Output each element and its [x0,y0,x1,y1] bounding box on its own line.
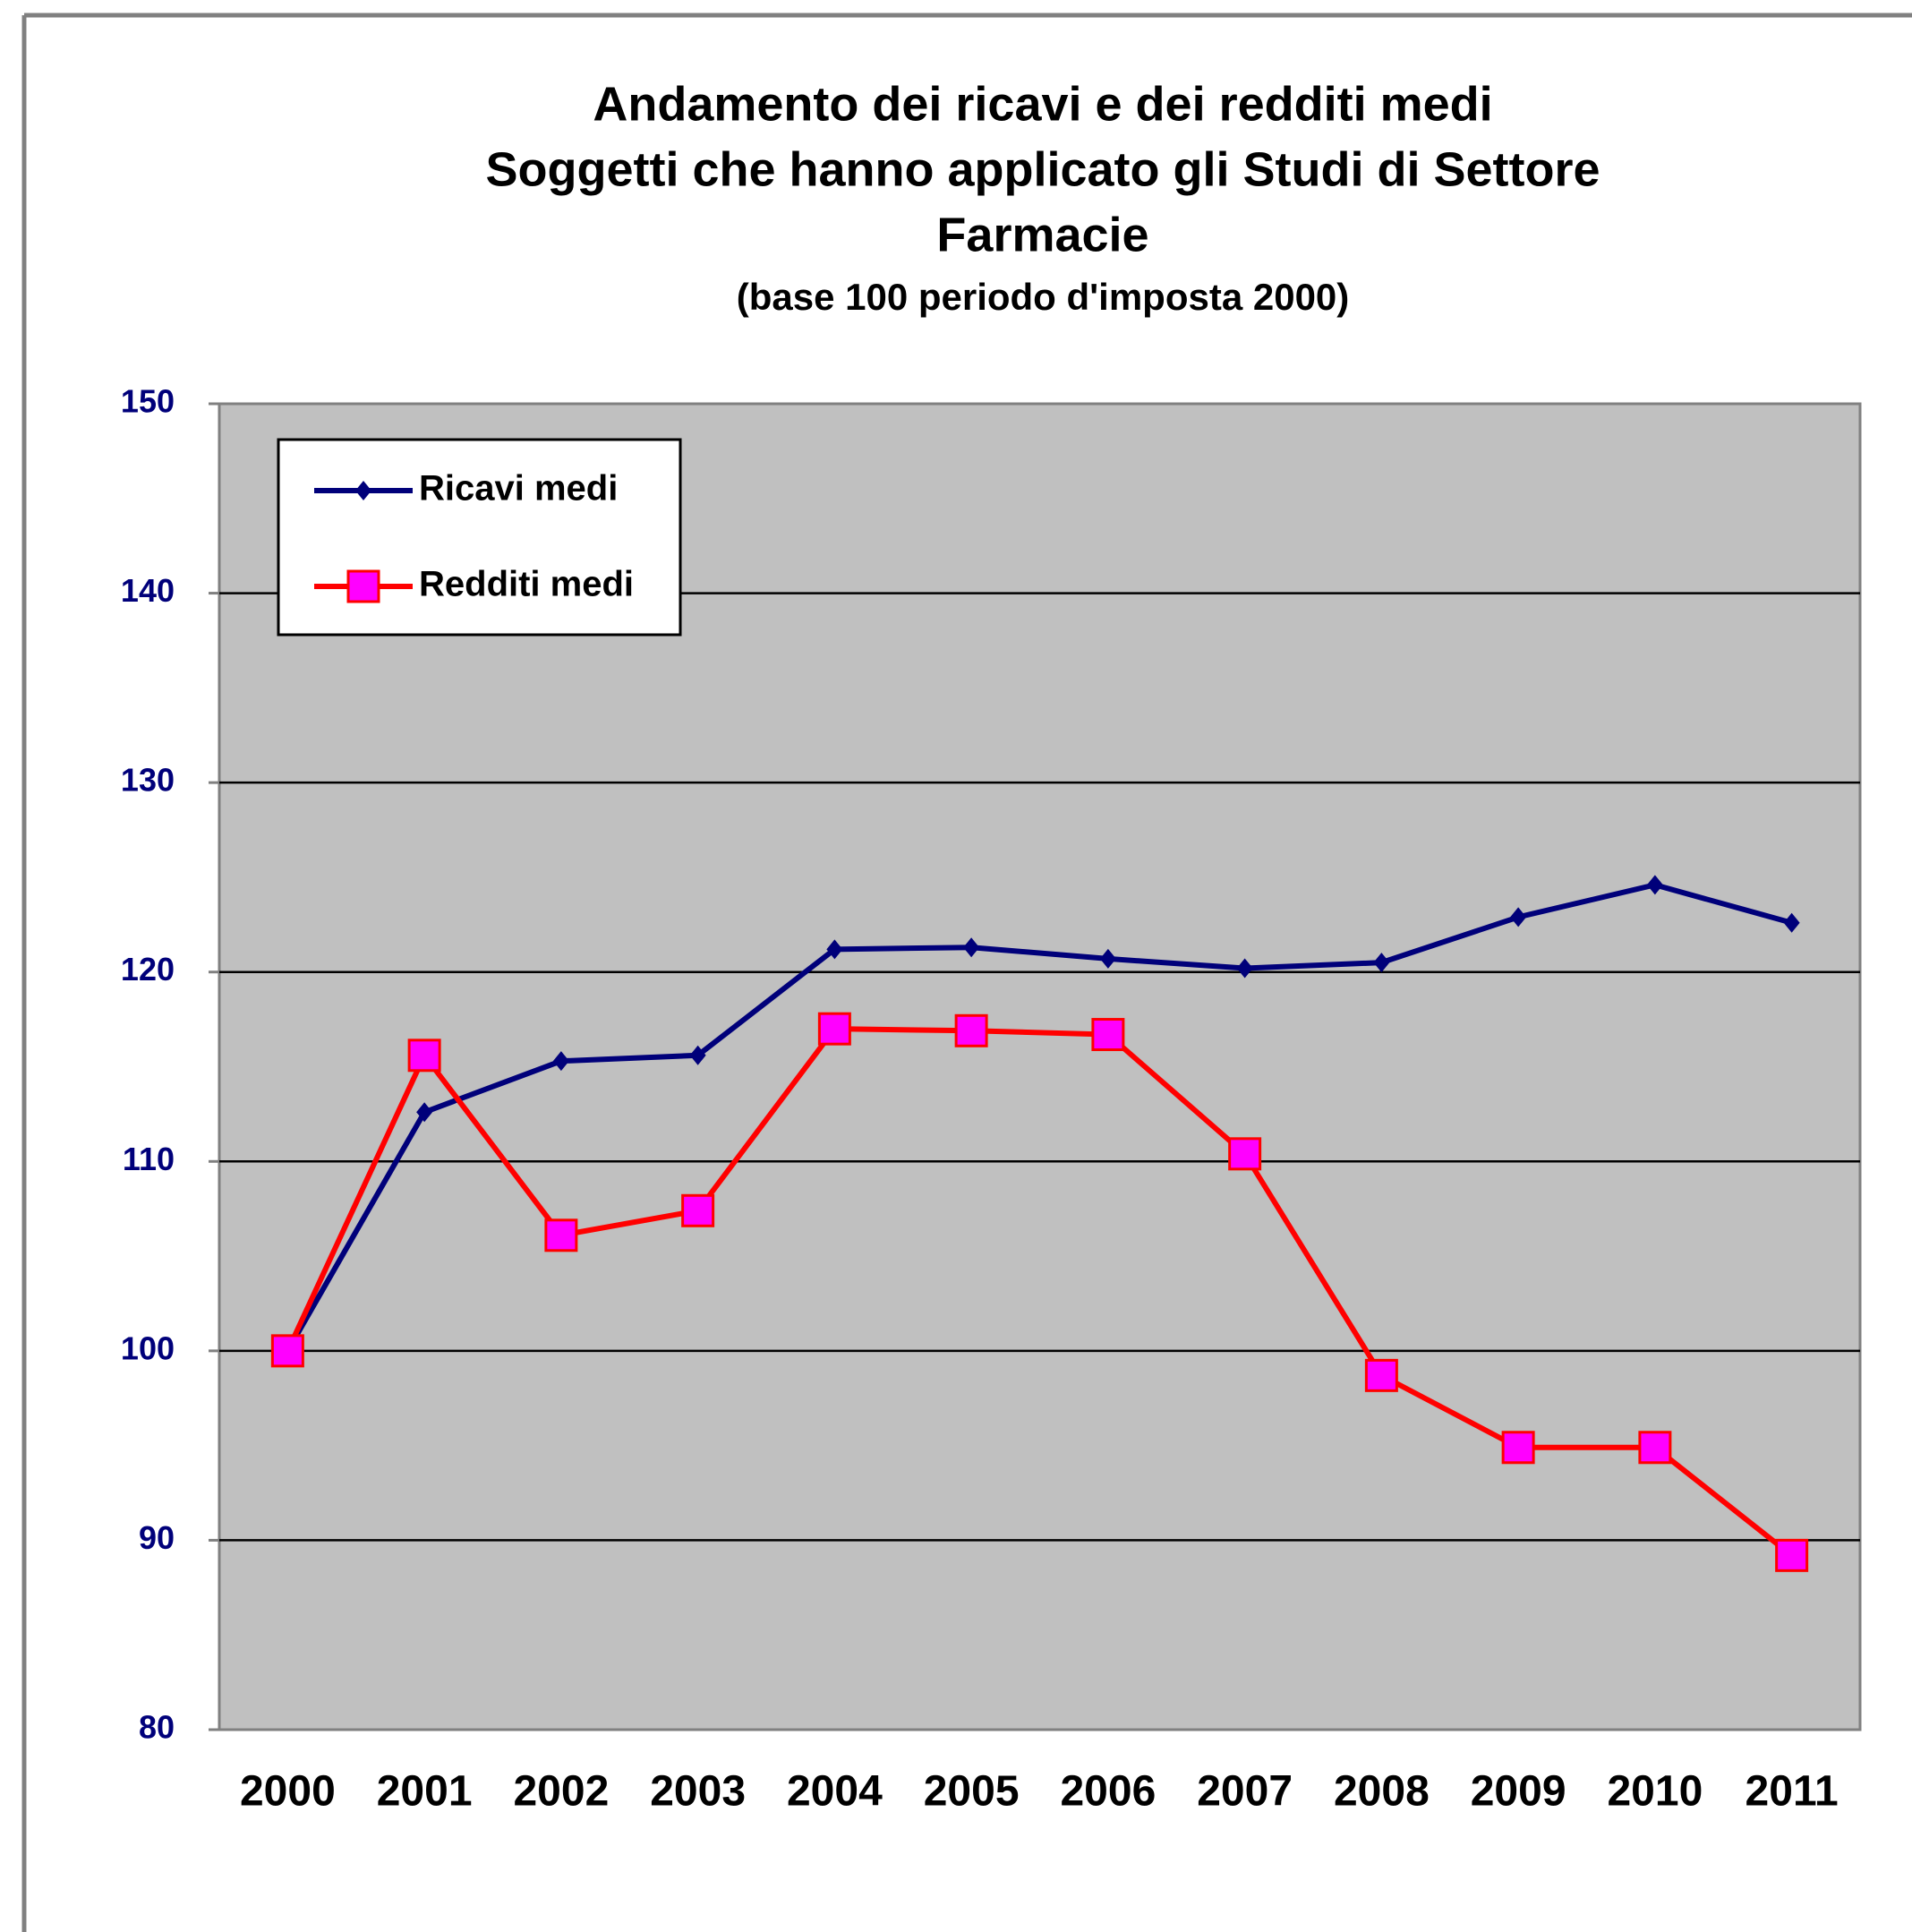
data-point [681,1193,715,1227]
legend-box [277,438,682,637]
data-point [1646,875,1663,895]
data-point [826,939,843,960]
chart-subtitle: (base 100 periodo d'imposta 2000) [737,276,1350,318]
legend-label: Ricavi medi [419,469,618,509]
x-tick-label: 2004 [787,1768,883,1816]
legend-marker [355,481,371,500]
data-point [1236,958,1253,979]
data-point [407,1039,441,1073]
x-tick-label: 2003 [650,1768,746,1816]
x-tick-label: 2007 [1197,1768,1293,1816]
data-point [817,1012,851,1046]
x-tick-label: 2001 [377,1768,473,1816]
x-tick-label: 2000 [240,1768,336,1816]
data-point [1501,1431,1535,1465]
x-tick-label: 2002 [513,1768,609,1816]
data-point [270,1334,304,1368]
data-point [544,1218,578,1252]
y-tick-label: 150 [121,383,175,420]
data-point [1228,1137,1262,1171]
x-tick-label: 2006 [1060,1768,1156,1816]
legend-marker [346,569,380,603]
data-point [1099,948,1116,969]
data-point [1638,1431,1672,1465]
data-point [1510,907,1527,928]
x-tick-label: 2009 [1471,1768,1566,1816]
y-tick-label: 110 [123,1141,175,1177]
x-tick-label: 2005 [924,1768,1020,1816]
data-point [416,1102,433,1123]
y-tick-label: 90 [139,1519,175,1556]
series-line [285,1026,1794,1558]
data-point [1091,1018,1125,1052]
data-point [963,937,980,958]
series-line [285,882,1793,1353]
chart-title: Farmacie [936,208,1148,261]
data-point [1783,912,1800,933]
data-point [1373,953,1390,973]
data-point [552,1051,569,1072]
data-point [689,1045,706,1065]
x-tick-label: 2010 [1607,1768,1703,1816]
data-point [1775,1538,1809,1572]
y-tick-label: 120 [121,951,175,987]
chart-title: Andamento dei ricavi e dei redditi medi [593,77,1492,131]
y-tick-label: 130 [121,762,175,799]
chart-title: Soggetti che hanno applicato gli Studi d… [485,142,1600,196]
y-tick-label: 80 [139,1709,175,1746]
data-point [954,1013,988,1047]
x-tick-label: 2011 [1746,1768,1839,1816]
y-tick-label: 100 [121,1329,175,1366]
x-tick-label: 2008 [1334,1768,1430,1816]
data-point [1364,1358,1398,1392]
legend-label: Redditi medi [419,565,634,604]
y-tick-label: 140 [121,572,175,609]
